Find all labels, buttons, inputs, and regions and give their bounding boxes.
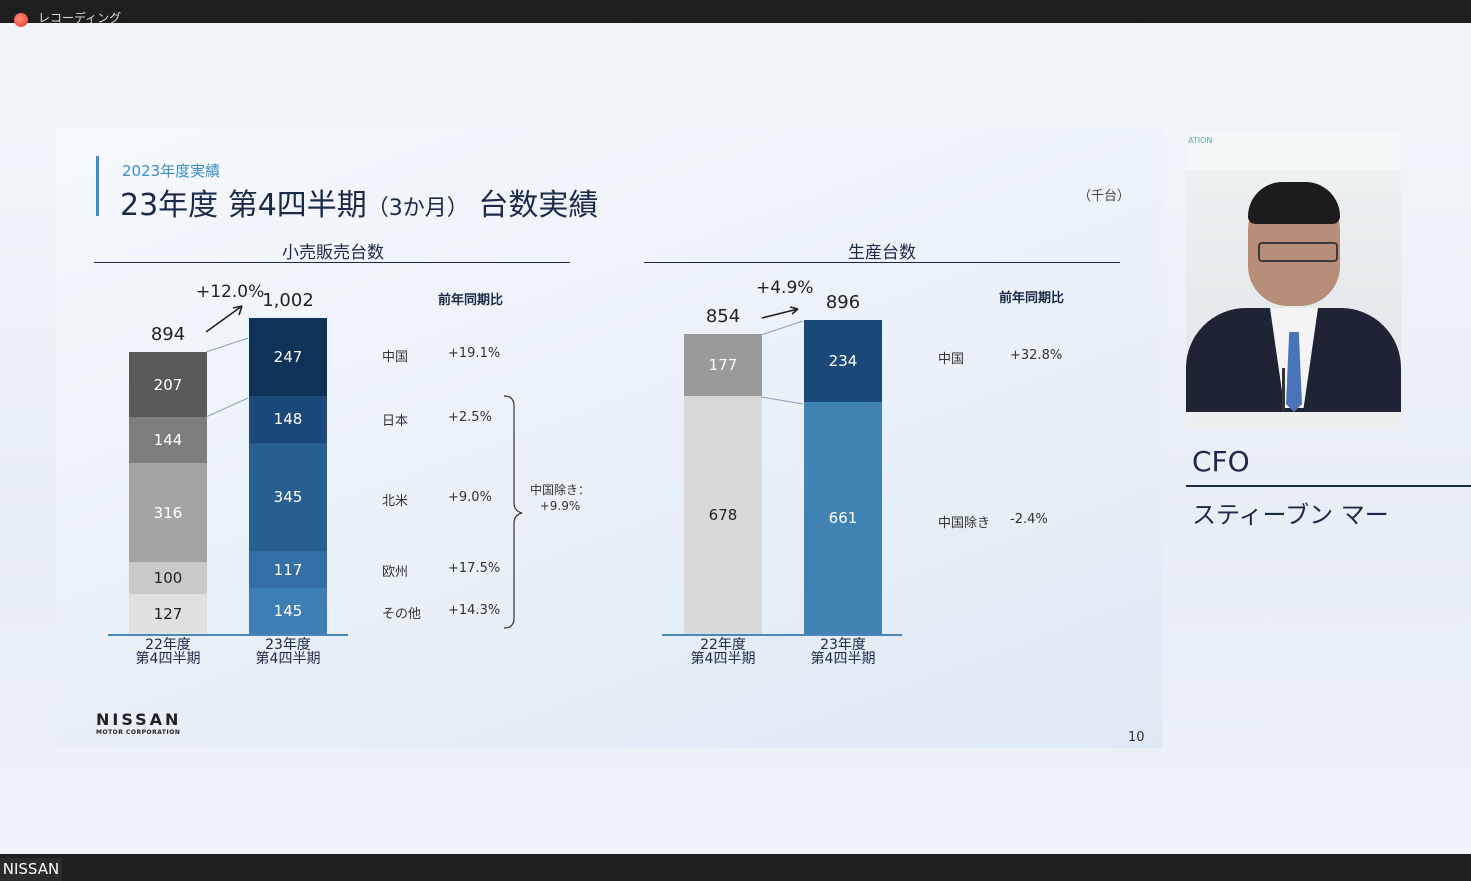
- bar-segment: 247: [249, 317, 327, 396]
- region-label: 北米: [382, 494, 409, 509]
- bar-total-label: 1,002: [262, 289, 314, 311]
- bar-segment: 127: [129, 593, 207, 634]
- x-axis-label: 22年度 第4四半期: [690, 637, 756, 667]
- recording-label: レコーディング: [38, 11, 122, 25]
- video-backdrop-sign: ATION: [1186, 132, 1401, 170]
- yoy-value: +17.5%: [448, 561, 501, 576]
- meeting-top-bar: [0, 0, 1471, 23]
- speaker-video: ATION: [1186, 132, 1401, 429]
- growth-label: +12.0%: [196, 282, 265, 302]
- page-number: 10: [1128, 730, 1145, 745]
- bar-segment: 316: [129, 462, 207, 563]
- title-accent-bar: [96, 156, 99, 216]
- region-label: その他: [382, 607, 422, 622]
- title-main: 23年度 第4四半期: [120, 188, 367, 223]
- meeting-bottom-bar: [0, 854, 1471, 881]
- bar-total-label: 854: [705, 306, 741, 328]
- yoy-header: 前年同期比: [438, 293, 504, 308]
- x-axis-label: 23年度 第4四半期: [810, 637, 876, 667]
- production-section-title: 生産台数: [848, 243, 916, 263]
- chart-baseline: [108, 634, 348, 636]
- shared-slide: 2023年度実績 23年度 第4四半期（3か月） 台数実績 （千台） 小売販売台…: [56, 128, 1162, 748]
- yoy-value: +9.0%: [448, 490, 492, 505]
- bar-segment: 145: [249, 588, 327, 634]
- ex-china-note: 中国除き： +9.9%: [530, 483, 591, 513]
- x-axis-label: 22年度 第4四半期: [135, 637, 201, 667]
- yoy-value: -2.4%: [1010, 512, 1048, 527]
- chart-connectors: [205, 305, 804, 629]
- speaker-hair: [1248, 182, 1340, 224]
- video-bottom-edge: [1186, 412, 1401, 429]
- bar-segment: 207: [129, 352, 207, 418]
- speaker-tie: [1286, 332, 1302, 412]
- slide-title: 23年度 第4四半期（3か月） 台数実績: [120, 180, 598, 224]
- bar-total-label: 896: [825, 292, 861, 314]
- bar-segment: 148: [249, 395, 327, 443]
- microphone-icon: [1282, 368, 1285, 412]
- participant-name: NISSAN: [0, 858, 62, 881]
- chart-baseline: [662, 634, 902, 636]
- yoy-value: +14.3%: [448, 603, 501, 618]
- bar-segment: 661: [804, 402, 882, 634]
- region-label: 中国: [938, 352, 965, 367]
- backdrop-text: ATION: [1188, 136, 1213, 145]
- nissan-logo: NISSAN MOTOR CORPORATION: [96, 710, 182, 736]
- yoy-value: +19.1%: [448, 346, 501, 361]
- bar-segment: 177: [684, 334, 762, 397]
- growth-label: +4.9%: [756, 278, 814, 298]
- speaker-name: スティーブン マー: [1192, 501, 1389, 529]
- bar-segment: 345: [249, 442, 327, 552]
- bar-segment: 100: [129, 562, 207, 594]
- slide-subtitle: 2023年度実績: [122, 162, 221, 180]
- region-label: 中国除き: [938, 516, 991, 531]
- region-label: 中国: [382, 350, 409, 365]
- production-section-rule: [644, 262, 1120, 263]
- bar-segment: 678: [684, 396, 762, 634]
- bar-segment: 144: [129, 417, 207, 463]
- yoy-value: +32.8%: [1010, 348, 1063, 363]
- yoy-value: +2.5%: [448, 410, 492, 425]
- title-paren: （3か月）: [366, 196, 469, 221]
- title-tail: 台数実績: [478, 188, 599, 223]
- yoy-header: 前年同期比: [999, 291, 1065, 306]
- retail-section-title: 小売販売台数: [282, 243, 384, 263]
- bar-segment: 117: [249, 551, 327, 589]
- x-axis-label: 23年度 第4四半期: [255, 637, 321, 667]
- region-label: 欧州: [382, 565, 409, 580]
- glasses-icon: [1258, 242, 1338, 262]
- retail-section-rule: [94, 262, 570, 263]
- bar-total-label: 894: [150, 324, 186, 346]
- recording-icon: [14, 13, 28, 27]
- region-label: 日本: [382, 414, 409, 429]
- unit-label: （千台）: [1078, 189, 1131, 204]
- speaker-rule: [1186, 485, 1471, 487]
- bar-segment: 234: [804, 320, 882, 403]
- speaker-role: CFO: [1192, 445, 1250, 478]
